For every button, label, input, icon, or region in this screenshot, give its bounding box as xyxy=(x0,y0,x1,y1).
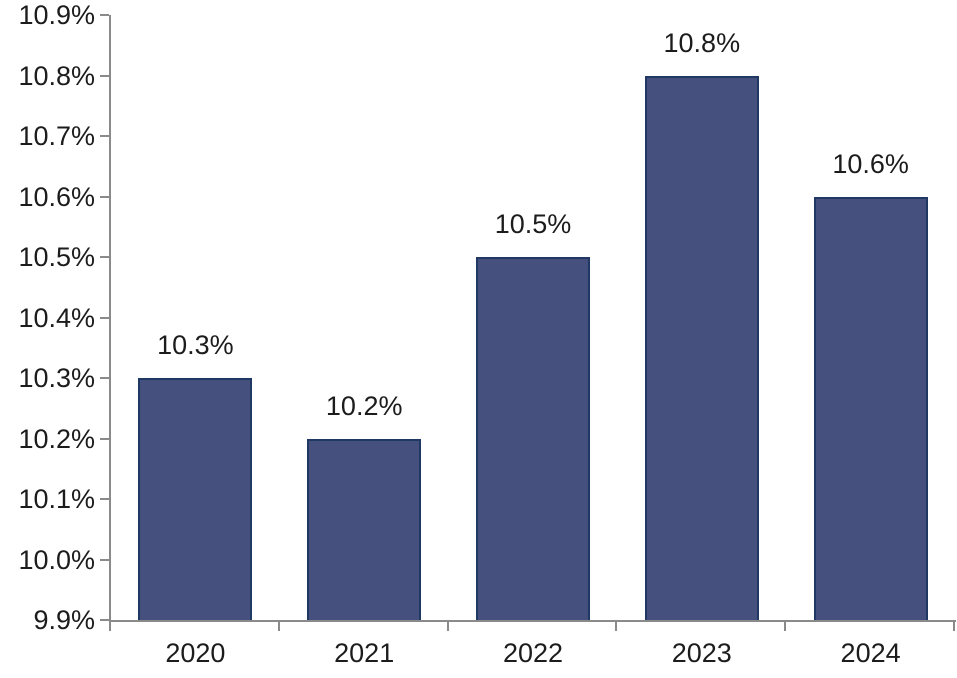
y-tick xyxy=(100,14,109,16)
bar-2022 xyxy=(476,257,590,620)
y-tick-label: 10.3% xyxy=(18,363,95,393)
y-tick-label: 10.7% xyxy=(18,121,95,151)
x-tick xyxy=(446,620,449,631)
x-axis-line xyxy=(109,620,956,622)
x-tick-label: 2023 xyxy=(671,638,732,668)
y-tick-label: 9.9% xyxy=(33,605,95,635)
y-tick-label: 10.0% xyxy=(18,544,95,575)
y-tick xyxy=(100,377,109,379)
y-tick xyxy=(100,135,109,137)
bar-value-label: 10.8% xyxy=(663,27,741,58)
y-tick xyxy=(100,256,109,258)
y-tick xyxy=(100,558,109,561)
bar-value-label: 10.2% xyxy=(325,390,403,421)
bar-2024 xyxy=(813,196,928,620)
y-tick xyxy=(100,74,109,77)
x-tick-label: 2024 xyxy=(840,638,901,668)
x-tick xyxy=(277,620,280,631)
y-tick xyxy=(100,498,109,500)
y-tick-label: 10.9% xyxy=(18,0,95,30)
x-tick xyxy=(953,620,955,631)
y-tick-label: 10.1% xyxy=(18,484,95,514)
x-tick-label: 2021 xyxy=(334,638,395,668)
x-tick-label: 2022 xyxy=(502,638,564,668)
x-tick xyxy=(615,620,618,631)
x-tick xyxy=(109,620,111,631)
y-tick-label: 10.2% xyxy=(18,423,95,454)
y-axis-line xyxy=(109,15,111,622)
bar-2020 xyxy=(138,378,253,620)
y-tick-label: 10.5% xyxy=(18,242,95,272)
bar-value-label: 10.6% xyxy=(832,148,909,179)
x-tick xyxy=(784,620,787,631)
y-tick-label: 10.8% xyxy=(18,60,95,91)
y-tick xyxy=(100,437,109,440)
y-tick xyxy=(100,195,109,198)
x-tick-label: 2020 xyxy=(165,638,226,668)
y-tick-label: 10.4% xyxy=(18,302,95,333)
bar-value-label: 10.5% xyxy=(494,209,572,239)
bar-2023 xyxy=(644,75,759,620)
bar-2021 xyxy=(307,438,422,620)
y-tick-label: 10.6% xyxy=(18,181,95,212)
y-tick xyxy=(100,316,109,319)
bar-value-label: 10.3% xyxy=(157,330,234,360)
y-tick xyxy=(100,619,109,621)
